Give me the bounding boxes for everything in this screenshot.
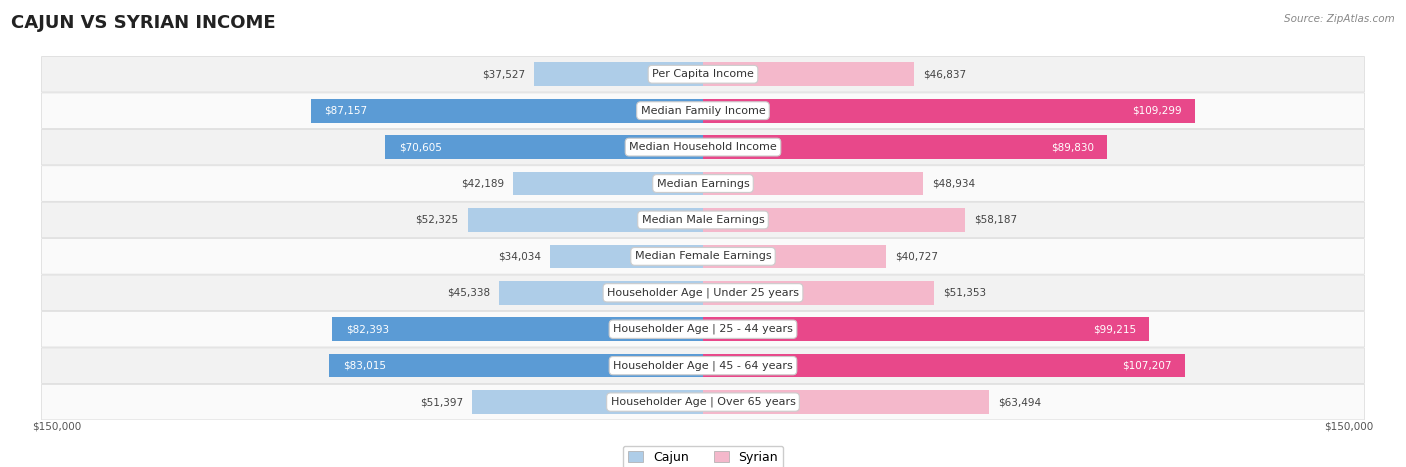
Text: $37,527: $37,527 bbox=[482, 69, 526, 79]
Text: Source: ZipAtlas.com: Source: ZipAtlas.com bbox=[1284, 14, 1395, 24]
Text: $70,605: $70,605 bbox=[399, 142, 441, 152]
Text: Householder Age | Over 65 years: Householder Age | Over 65 years bbox=[610, 397, 796, 407]
Text: CAJUN VS SYRIAN INCOME: CAJUN VS SYRIAN INCOME bbox=[11, 14, 276, 32]
Bar bbox=[499, 281, 703, 304]
Text: Median Female Earnings: Median Female Earnings bbox=[634, 251, 772, 262]
Text: $82,393: $82,393 bbox=[346, 324, 389, 334]
Text: $45,338: $45,338 bbox=[447, 288, 491, 298]
Text: Householder Age | Under 25 years: Householder Age | Under 25 years bbox=[607, 288, 799, 298]
Text: $63,494: $63,494 bbox=[998, 397, 1040, 407]
Text: $150,000: $150,000 bbox=[1324, 421, 1374, 431]
Text: $42,189: $42,189 bbox=[461, 178, 505, 189]
Bar bbox=[703, 390, 988, 414]
FancyBboxPatch shape bbox=[42, 239, 1364, 274]
Text: Median Household Income: Median Household Income bbox=[628, 142, 778, 152]
Bar bbox=[311, 99, 703, 122]
Text: $48,934: $48,934 bbox=[932, 178, 976, 189]
FancyBboxPatch shape bbox=[42, 129, 1364, 165]
Bar bbox=[513, 172, 703, 195]
Text: Householder Age | 25 - 44 years: Householder Age | 25 - 44 years bbox=[613, 324, 793, 334]
Text: $58,187: $58,187 bbox=[974, 215, 1017, 225]
Text: $89,830: $89,830 bbox=[1050, 142, 1094, 152]
Text: Per Capita Income: Per Capita Income bbox=[652, 69, 754, 79]
Text: $52,325: $52,325 bbox=[415, 215, 458, 225]
FancyBboxPatch shape bbox=[42, 57, 1364, 92]
Bar bbox=[703, 63, 914, 86]
Bar bbox=[329, 354, 703, 377]
FancyBboxPatch shape bbox=[42, 93, 1364, 128]
Text: $51,397: $51,397 bbox=[419, 397, 463, 407]
Text: $107,207: $107,207 bbox=[1122, 361, 1171, 371]
FancyBboxPatch shape bbox=[42, 166, 1364, 201]
FancyBboxPatch shape bbox=[42, 202, 1364, 238]
Bar bbox=[703, 172, 924, 195]
Text: $87,157: $87,157 bbox=[325, 106, 367, 116]
Text: $34,034: $34,034 bbox=[498, 251, 541, 262]
Text: $99,215: $99,215 bbox=[1092, 324, 1136, 334]
Bar bbox=[332, 318, 703, 341]
Text: Median Family Income: Median Family Income bbox=[641, 106, 765, 116]
Text: Median Male Earnings: Median Male Earnings bbox=[641, 215, 765, 225]
Bar bbox=[468, 208, 703, 232]
Text: $83,015: $83,015 bbox=[343, 361, 387, 371]
Bar bbox=[703, 135, 1107, 159]
FancyBboxPatch shape bbox=[42, 384, 1364, 420]
Bar bbox=[703, 354, 1185, 377]
Text: $40,727: $40,727 bbox=[896, 251, 938, 262]
FancyBboxPatch shape bbox=[42, 348, 1364, 383]
Bar bbox=[703, 208, 965, 232]
Bar bbox=[534, 63, 703, 86]
Bar bbox=[385, 135, 703, 159]
Bar bbox=[703, 318, 1149, 341]
Legend: Cajun, Syrian: Cajun, Syrian bbox=[623, 446, 783, 467]
Text: $51,353: $51,353 bbox=[943, 288, 986, 298]
Text: $46,837: $46,837 bbox=[922, 69, 966, 79]
Text: $109,299: $109,299 bbox=[1132, 106, 1181, 116]
Bar bbox=[550, 245, 703, 268]
FancyBboxPatch shape bbox=[42, 275, 1364, 311]
Bar bbox=[703, 245, 886, 268]
Bar bbox=[703, 99, 1195, 122]
Bar bbox=[472, 390, 703, 414]
Text: $150,000: $150,000 bbox=[32, 421, 82, 431]
FancyBboxPatch shape bbox=[42, 311, 1364, 347]
Bar bbox=[703, 281, 934, 304]
Text: Median Earnings: Median Earnings bbox=[657, 178, 749, 189]
Text: Householder Age | 45 - 64 years: Householder Age | 45 - 64 years bbox=[613, 361, 793, 371]
